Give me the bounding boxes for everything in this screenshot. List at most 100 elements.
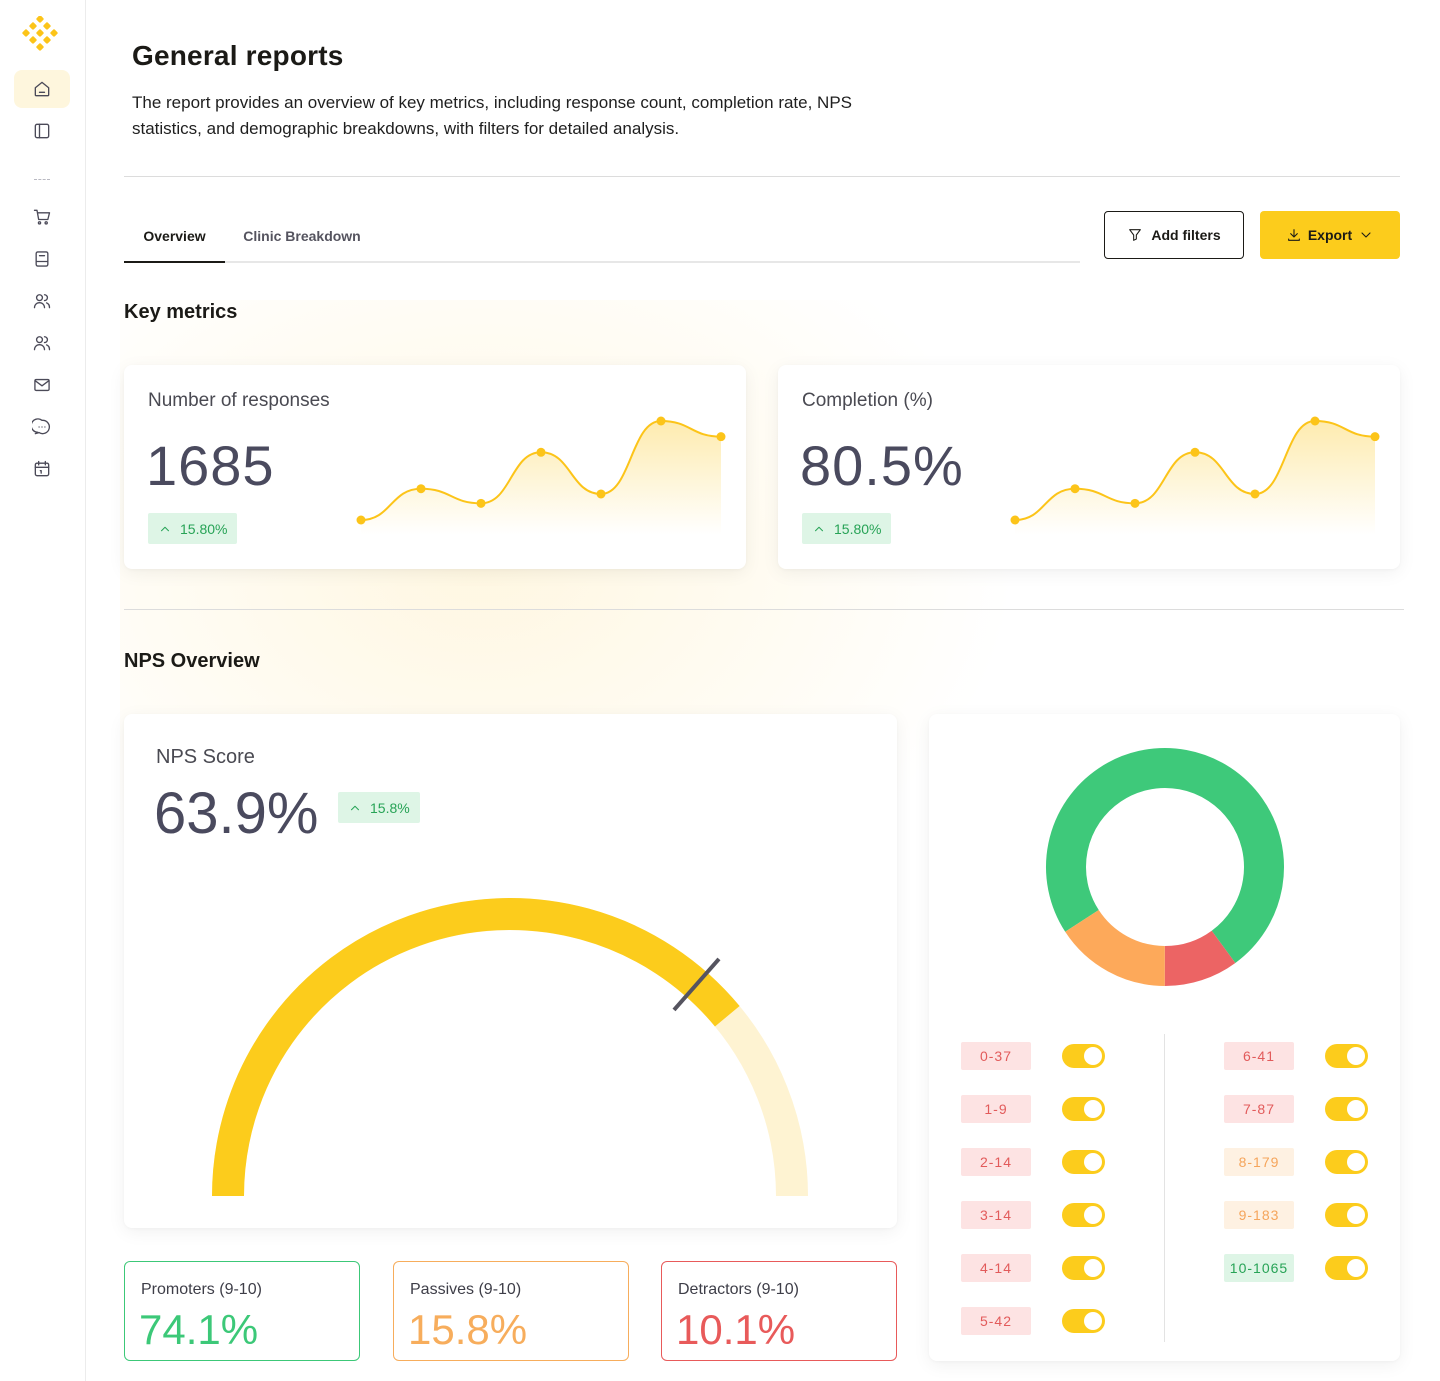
nav-home[interactable] xyxy=(14,70,70,108)
nav-book[interactable] xyxy=(14,240,70,278)
add-filters-button[interactable]: Add filters xyxy=(1104,211,1244,259)
donut-slice-promoters xyxy=(1046,748,1284,963)
gauge-marker xyxy=(672,957,721,1012)
nps-change-value: 15.8% xyxy=(370,799,410,816)
sparkline-point xyxy=(1130,498,1140,508)
change-badge: 15.80% xyxy=(802,513,892,544)
metric-label: Completion (%) xyxy=(802,390,933,411)
mail-icon xyxy=(34,378,50,392)
donut-slice-detractors xyxy=(1164,930,1236,987)
add-filters-label: Add filters xyxy=(1151,227,1221,243)
detractors-box: Detractors (9-10) 10.1% xyxy=(661,1261,897,1361)
metric-card-responses: Number of responses 1685 15.80% xyxy=(124,365,746,569)
nps-label: NPS Score xyxy=(156,746,255,768)
chevron-up-icon xyxy=(814,526,824,531)
sparkline-point xyxy=(1370,432,1380,442)
calendar-icon xyxy=(34,460,50,477)
score-toggle[interactable] xyxy=(1325,1256,1368,1280)
score-chip: 2-14 xyxy=(961,1148,1031,1176)
nav-chat[interactable] xyxy=(14,408,70,446)
nav-mail[interactable] xyxy=(14,366,70,404)
metric-card-completion: Completion (%) 80.5% 15.80% xyxy=(778,365,1400,569)
gauge-fill xyxy=(212,898,740,1197)
sparkline-point xyxy=(1250,489,1260,499)
score-chip: 7-87 xyxy=(1224,1095,1294,1123)
header-divider xyxy=(124,176,1400,177)
change-badge: 15.80% xyxy=(148,513,238,544)
sparkline-area xyxy=(361,421,721,535)
nps-score-card: NPS Score 63.9% 15.8% xyxy=(124,714,897,1228)
score-toggle[interactable] xyxy=(1062,1309,1105,1333)
score-chip: 8-179 xyxy=(1224,1148,1294,1176)
passives-label: Passives (9-10) xyxy=(410,1281,522,1298)
tab-bar: Overview Clinic Breakdown xyxy=(124,212,1080,263)
sparkline-point xyxy=(656,416,666,426)
filter-icon xyxy=(1129,229,1142,241)
sparkline-point xyxy=(536,447,546,457)
sparkline-area xyxy=(1015,421,1375,535)
sparkline-point xyxy=(356,515,366,525)
score-toggle[interactable] xyxy=(1062,1044,1105,1068)
score-toggle[interactable] xyxy=(1062,1256,1105,1280)
gauge-track xyxy=(212,898,808,1197)
promoters-label: Promoters (9-10) xyxy=(141,1281,262,1298)
page-description: The report provides an overview of key m… xyxy=(132,93,853,138)
nps-distribution-card: 0-37 1-9 2-14 3-14 4-14 5-42 6-41 7-87 8-179 9-1… xyxy=(929,714,1400,1361)
tab-overview[interactable]: Overview xyxy=(124,212,225,263)
score-toggle[interactable] xyxy=(1325,1044,1368,1068)
nps-gauge xyxy=(212,898,808,1197)
score-chip: 5-42 xyxy=(961,1307,1031,1335)
sidebar xyxy=(0,0,86,1381)
score-chip: 9-183 xyxy=(1224,1201,1294,1229)
promoters-box: Promoters (9-10) 74.1% xyxy=(124,1261,360,1361)
home-icon xyxy=(34,81,50,97)
score-chip: 1-9 xyxy=(961,1095,1031,1123)
sparkline-point xyxy=(716,432,726,442)
sparkline-point xyxy=(596,489,606,499)
tab-clinic-breakdown[interactable]: Clinic Breakdown xyxy=(243,228,361,244)
sparkline-chart xyxy=(1010,416,1380,535)
sparkline-point xyxy=(1310,416,1320,426)
passives-box: Passives (9-10) 15.8% xyxy=(393,1261,629,1361)
score-chip: 3-14 xyxy=(961,1201,1031,1229)
score-toggle[interactable] xyxy=(1325,1203,1368,1227)
sidebar-layout-icon xyxy=(34,123,50,139)
promoters-value: 74.1% xyxy=(139,1306,259,1353)
change-value: 15.80% xyxy=(180,520,228,537)
nav-separator xyxy=(34,179,50,181)
metric-value: 80.5% xyxy=(800,434,964,497)
logo-icon[interactable] xyxy=(20,16,60,56)
nav-team[interactable] xyxy=(14,324,70,362)
score-toggle[interactable] xyxy=(1325,1150,1368,1174)
sparkline-point xyxy=(476,498,486,508)
chevron-up-icon xyxy=(350,805,360,810)
users-icon xyxy=(33,294,51,309)
key-metrics-title: Key metrics xyxy=(124,301,238,323)
metric-value: 1685 xyxy=(146,434,275,497)
book-icon xyxy=(35,251,49,267)
section-divider xyxy=(124,609,1404,610)
score-toggle[interactable] xyxy=(1062,1150,1105,1174)
sparkline-point xyxy=(416,484,426,494)
metric-label: Number of responses xyxy=(148,390,330,411)
score-chip: 6-41 xyxy=(1224,1042,1294,1070)
score-toggle[interactable] xyxy=(1325,1097,1368,1121)
detractors-label: Detractors (9-10) xyxy=(678,1281,799,1298)
nav-users[interactable] xyxy=(14,282,70,320)
export-button[interactable]: Export xyxy=(1260,211,1400,259)
score-toggle[interactable] xyxy=(1062,1097,1105,1121)
donut-slice-passives xyxy=(1065,909,1166,986)
nav-layout[interactable] xyxy=(14,112,70,150)
score-toggle[interactable] xyxy=(1062,1203,1105,1227)
sparkline-point xyxy=(1190,447,1200,457)
chat-icon xyxy=(32,418,50,435)
nav-calendar[interactable] xyxy=(14,450,70,488)
sparkline-chart xyxy=(356,416,726,535)
page-title: General reports xyxy=(132,40,344,71)
nps-donut-chart xyxy=(1046,748,1284,987)
nav-cart[interactable] xyxy=(14,198,70,236)
detractors-value: 10.1% xyxy=(676,1306,796,1353)
export-label: Export xyxy=(1307,227,1353,243)
download-icon xyxy=(1287,229,1300,241)
sparkline-point xyxy=(1010,515,1020,525)
